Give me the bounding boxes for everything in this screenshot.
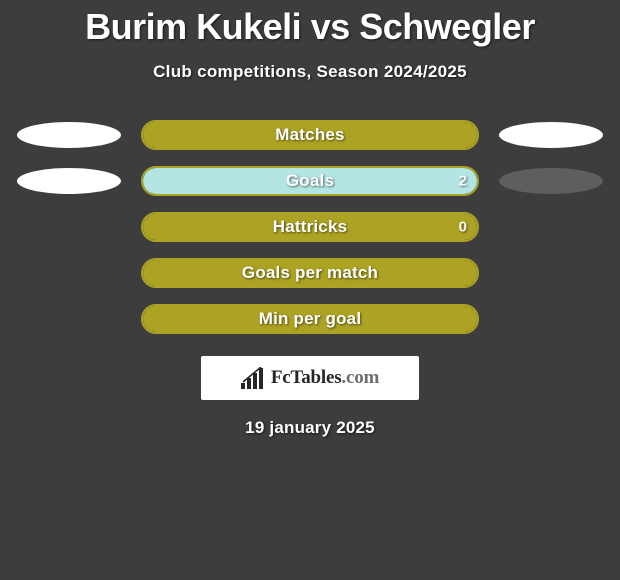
- logo-prefix: Fc: [271, 367, 291, 388]
- logo-text: FcTables.com: [271, 367, 379, 389]
- stat-pill: Min per goal: [141, 304, 479, 334]
- stat-row: Goals 2: [9, 166, 611, 196]
- stat-pill: Goals 2: [141, 166, 479, 196]
- stat-row: Min per goal: [9, 304, 611, 334]
- stat-label: Matches: [275, 125, 344, 145]
- stat-pill: Goals per match: [141, 258, 479, 288]
- right-ellipse: [499, 122, 603, 148]
- page-title: Burim Kukeli vs Schwegler: [85, 6, 535, 48]
- logo-main: Tables: [291, 367, 342, 388]
- stat-value: 0: [459, 219, 467, 236]
- stat-pill: Hattricks 0: [141, 212, 479, 242]
- stat-row: Hattricks 0: [9, 212, 611, 242]
- bars-icon: [241, 367, 267, 389]
- player2-name: Schwegler: [359, 6, 535, 47]
- player1-name: Burim Kukeli: [85, 6, 301, 47]
- right-ellipse: [499, 168, 603, 194]
- left-ellipse: [17, 168, 121, 194]
- stat-label: Goals: [286, 171, 334, 191]
- stat-label: Goals per match: [242, 263, 378, 283]
- stat-label: Min per goal: [259, 309, 362, 329]
- stats-rows: Matches Goals 2 Hattricks 0 Goals per match Mi…: [0, 120, 620, 334]
- stat-value: 2: [459, 173, 467, 190]
- left-ellipse: [17, 122, 121, 148]
- stat-row: Goals per match: [9, 258, 611, 288]
- logo: FcTables.com: [241, 367, 379, 389]
- stat-pill: Matches: [141, 120, 479, 150]
- subtitle: Club competitions, Season 2024/2025: [153, 62, 467, 82]
- vs-label: vs: [311, 6, 350, 47]
- stat-row: Matches: [9, 120, 611, 150]
- stat-label: Hattricks: [273, 217, 348, 237]
- logo-box: FcTables.com: [201, 356, 419, 400]
- logo-suffix: .com: [341, 367, 379, 388]
- footer-date: 19 january 2025: [245, 418, 375, 438]
- comparison-infographic: Burim Kukeli vs Schwegler Club competiti…: [0, 0, 620, 438]
